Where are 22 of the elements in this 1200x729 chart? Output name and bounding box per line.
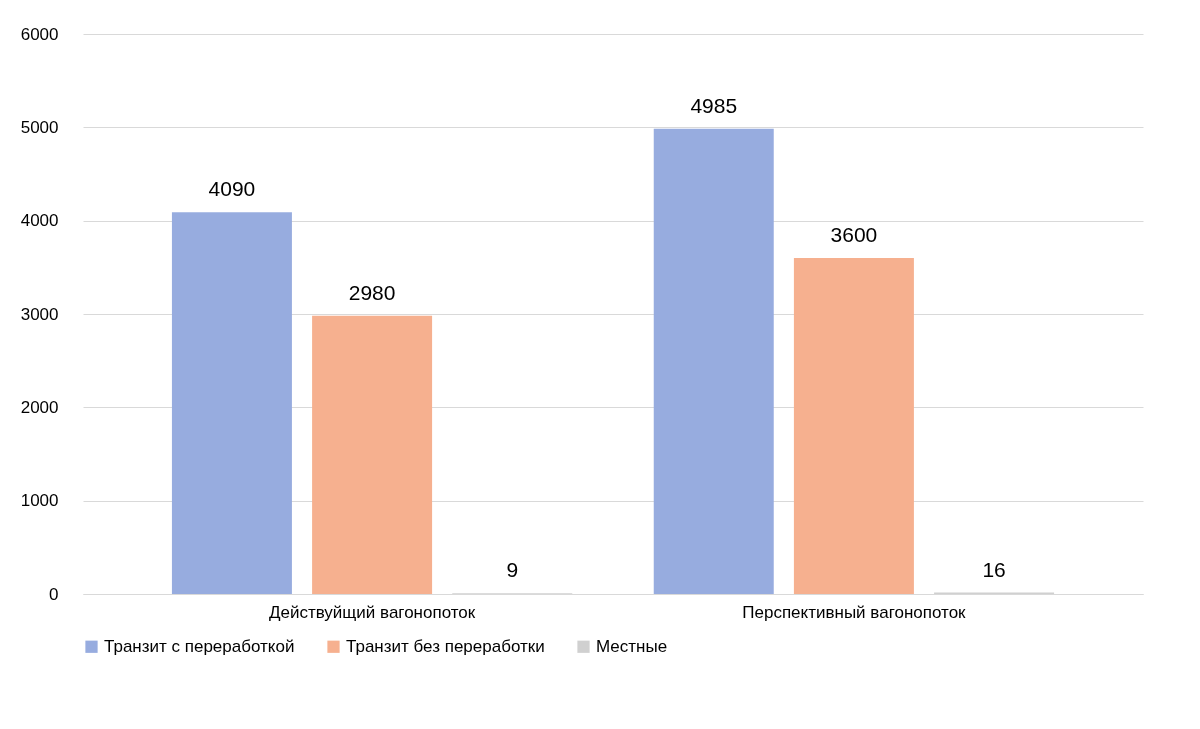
data-label: 2980 [348, 280, 396, 304]
y-tick-label: 4000 [20, 211, 59, 231]
bar [793, 258, 914, 594]
legend-label: Транзит без переработки [346, 636, 545, 656]
y-tick-label: 0 [49, 584, 59, 604]
data-label: 4090 [208, 177, 256, 201]
data-label: 4985 [690, 93, 738, 117]
bar [653, 128, 774, 594]
y-tick-label: 5000 [20, 117, 59, 137]
data-label: 3600 [830, 223, 878, 246]
bar [171, 212, 292, 594]
bar [312, 315, 433, 594]
data-label: 9 [506, 558, 519, 582]
y-tick-label: 2000 [20, 397, 59, 417]
x-tick-label: Перспективный вагонопоток [742, 602, 967, 622]
y-tick-label: 1000 [20, 491, 59, 511]
y-tick-label: 3000 [20, 304, 59, 324]
legend-label: Транзит с переработкой [104, 636, 295, 656]
data-label: 16 [982, 557, 1006, 581]
legend-label: Местные [596, 636, 668, 656]
y-tick-label: 6000 [20, 24, 59, 44]
x-tick-label: Действуйщий вагонопоток [268, 602, 476, 622]
